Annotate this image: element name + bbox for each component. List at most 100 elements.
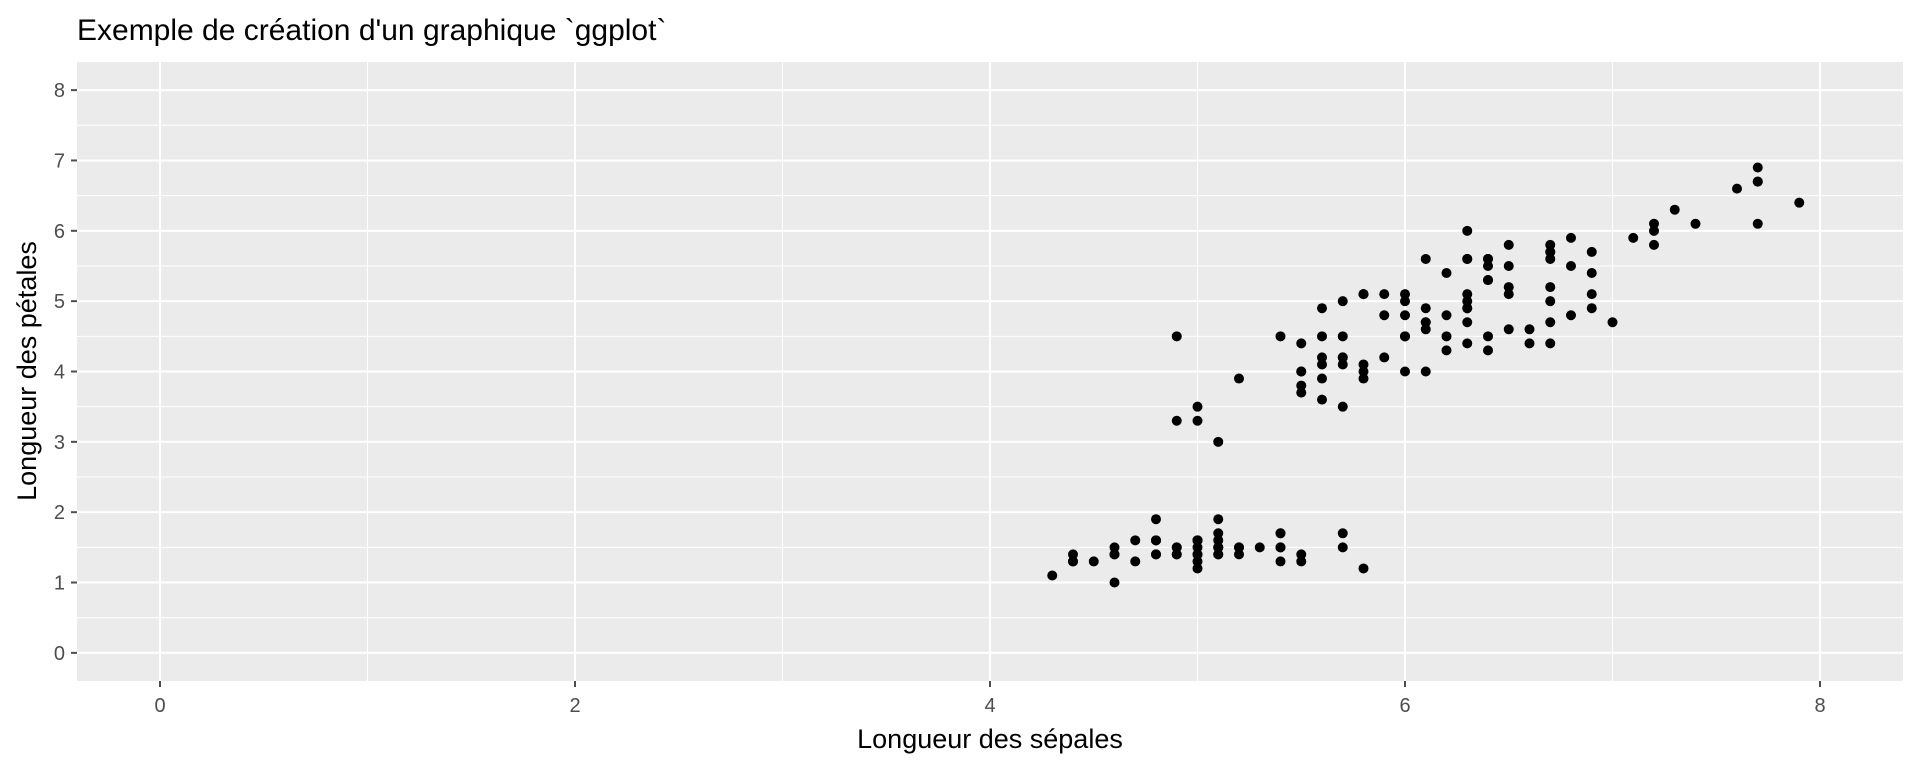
data-point bbox=[1732, 183, 1742, 194]
data-point bbox=[1400, 310, 1410, 321]
data-point bbox=[1192, 563, 1203, 574]
data-point bbox=[1545, 253, 1556, 264]
data-point bbox=[1545, 282, 1556, 293]
data-point bbox=[1503, 289, 1514, 300]
data-point bbox=[1379, 289, 1390, 300]
data-point bbox=[1420, 253, 1431, 264]
data-point bbox=[1151, 514, 1161, 525]
data-point bbox=[1586, 289, 1597, 300]
data-point bbox=[1296, 366, 1307, 377]
data-point bbox=[1317, 373, 1327, 384]
data-point bbox=[1503, 260, 1514, 271]
data-point bbox=[1462, 317, 1473, 328]
data-point bbox=[1752, 176, 1763, 187]
data-point bbox=[1337, 542, 1348, 553]
data-point bbox=[1317, 359, 1327, 370]
data-point bbox=[1358, 289, 1369, 300]
data-point bbox=[1379, 352, 1390, 363]
y-tick-label: 5 bbox=[54, 291, 65, 313]
data-point bbox=[1171, 415, 1182, 426]
data-point bbox=[1400, 296, 1410, 307]
data-point bbox=[1462, 225, 1473, 236]
y-axis: 0 1 2 3 4 5 6 7 8 bbox=[54, 80, 77, 665]
data-point bbox=[1213, 535, 1224, 546]
data-point bbox=[1296, 380, 1307, 391]
data-point bbox=[1420, 366, 1431, 377]
data-point bbox=[1109, 542, 1120, 553]
data-point bbox=[1192, 535, 1203, 546]
x-axis-label: Longueur des sépales bbox=[857, 724, 1123, 754]
data-point bbox=[1545, 296, 1556, 307]
y-tick-label: 3 bbox=[54, 432, 65, 454]
data-point bbox=[1317, 352, 1327, 363]
data-point bbox=[1462, 303, 1473, 314]
x-tick-label: 6 bbox=[1399, 695, 1410, 717]
data-point bbox=[1420, 303, 1431, 314]
data-point bbox=[1794, 197, 1805, 208]
data-point bbox=[1275, 331, 1286, 342]
data-point bbox=[1171, 331, 1182, 342]
data-point bbox=[1545, 338, 1556, 349]
data-point bbox=[1483, 275, 1493, 286]
data-point bbox=[1234, 542, 1244, 553]
data-point bbox=[1171, 542, 1182, 553]
data-point bbox=[1441, 345, 1452, 356]
data-point bbox=[1483, 260, 1493, 271]
data-point bbox=[1192, 542, 1203, 553]
data-point bbox=[1462, 338, 1473, 349]
data-point bbox=[1586, 246, 1597, 257]
data-point bbox=[1130, 556, 1141, 567]
data-point bbox=[1358, 366, 1369, 377]
data-point bbox=[1503, 324, 1514, 335]
x-tick-label: 2 bbox=[569, 695, 580, 717]
data-point bbox=[1337, 359, 1348, 370]
data-point bbox=[1337, 352, 1348, 363]
data-point bbox=[1213, 436, 1224, 447]
data-point bbox=[1524, 338, 1535, 349]
data-points bbox=[1047, 162, 1805, 588]
data-point bbox=[1649, 239, 1659, 250]
data-point bbox=[1586, 303, 1597, 314]
data-point bbox=[1171, 549, 1182, 560]
data-point bbox=[1441, 331, 1452, 342]
data-point bbox=[1109, 549, 1120, 560]
data-point bbox=[1337, 296, 1348, 307]
y-tick-label: 1 bbox=[54, 573, 65, 595]
data-point bbox=[1296, 338, 1307, 349]
data-point bbox=[1337, 331, 1348, 342]
data-point bbox=[1483, 253, 1493, 264]
data-point bbox=[1317, 303, 1327, 314]
chart-title: Exemple de création d'un graphique `ggpl… bbox=[77, 14, 666, 47]
data-point bbox=[1213, 528, 1224, 539]
data-point bbox=[1296, 556, 1307, 567]
data-point bbox=[1462, 296, 1473, 307]
x-tick-label: 8 bbox=[1814, 695, 1825, 717]
data-point bbox=[1483, 331, 1493, 342]
data-point bbox=[1649, 218, 1659, 229]
y-tick-label: 2 bbox=[54, 502, 65, 524]
data-point bbox=[1586, 268, 1597, 279]
data-point bbox=[1669, 204, 1680, 215]
data-point bbox=[1068, 556, 1078, 567]
data-point bbox=[1358, 359, 1369, 370]
data-point bbox=[1420, 317, 1431, 328]
data-point bbox=[1275, 556, 1286, 567]
x-tick-label: 0 bbox=[154, 695, 165, 717]
data-point bbox=[1296, 549, 1307, 560]
y-tick-label: 4 bbox=[54, 362, 65, 384]
data-point bbox=[1545, 317, 1556, 328]
data-point bbox=[1296, 387, 1307, 398]
data-point bbox=[1503, 282, 1514, 293]
data-point bbox=[1317, 331, 1327, 342]
x-axis: 0 2 4 6 8 bbox=[154, 681, 1826, 717]
data-point bbox=[1151, 549, 1161, 560]
data-point bbox=[1275, 542, 1286, 553]
data-point bbox=[1483, 345, 1493, 356]
data-point bbox=[1566, 232, 1576, 243]
data-point bbox=[1358, 563, 1369, 574]
data-point bbox=[1130, 535, 1141, 546]
data-point bbox=[1628, 232, 1639, 243]
data-point bbox=[1192, 549, 1203, 560]
data-point bbox=[1151, 535, 1161, 546]
